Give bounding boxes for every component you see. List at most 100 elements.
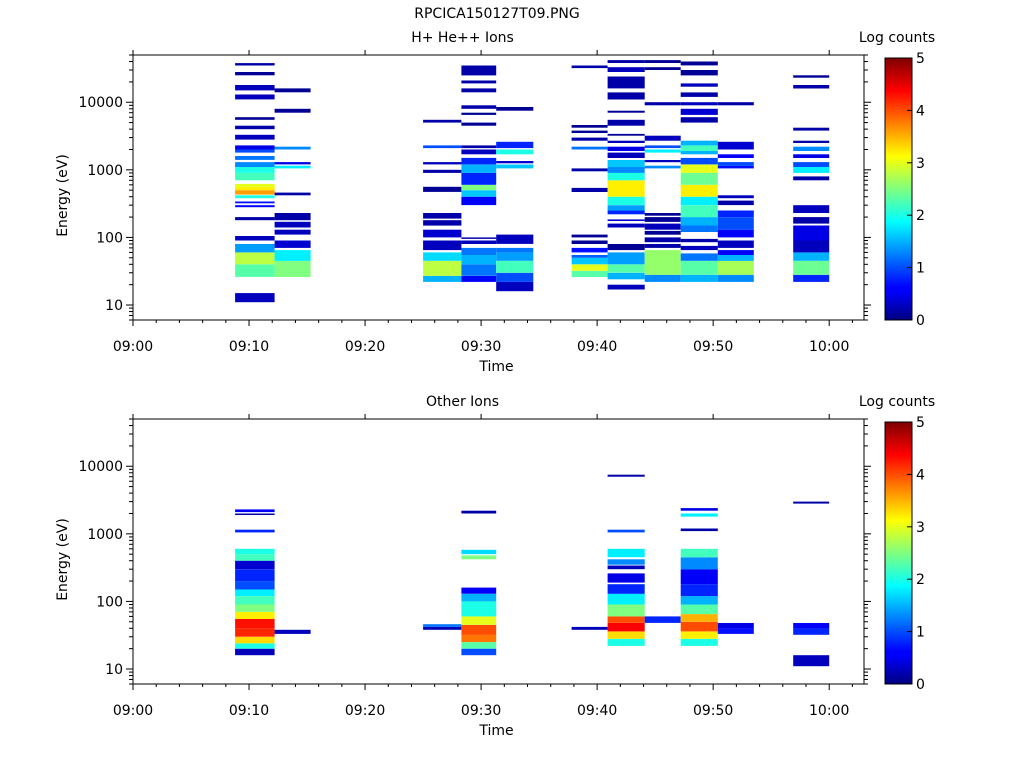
heatmap-cell [793,655,830,667]
heatmap-cell [461,145,497,149]
heatmap-cell [571,187,608,192]
heatmap-cell [717,141,754,150]
heatmap-cell [717,260,754,275]
heatmap-cell [607,205,645,211]
heatmap-cell [680,596,718,605]
heatmap-cell [461,648,497,656]
heatmap-cell [717,210,754,217]
heatmap-cell [496,247,534,253]
heatmap-cell [607,604,645,617]
heatmap-cell [793,146,830,151]
heatmap-cell [644,274,681,282]
heatmap-cell [423,145,462,149]
heatmap-cell [461,593,497,602]
heatmap-cell [274,221,311,228]
heatmap-cell [793,85,830,89]
heatmap-cell [607,252,645,265]
heatmap-cell [274,240,311,248]
heatmap-cell [717,623,754,629]
heatmap-cell [793,154,830,158]
figure-title: RPCICA150127T09.PNG [414,6,579,22]
y-tick-label: 10000 [78,459,123,475]
heatmap-cell [571,65,608,69]
heatmap-cell [571,264,608,271]
x-tick-label: 09:30 [461,339,501,355]
heatmap-cell [680,584,718,597]
heatmap-cell [235,581,275,590]
heatmap-cell [274,250,311,261]
heatmap-cell [235,252,275,265]
heatmap-cell [644,230,681,235]
plot-frame [132,54,865,321]
heatmap-cell [423,626,462,630]
heatmap-cell [496,260,534,273]
heatmap-cell [461,555,497,560]
heatmap-cell [607,631,645,639]
heatmap-cell [607,623,645,632]
heatmap-cell [235,72,275,76]
heatmap-cell [607,219,645,221]
heatmap-cell [235,554,275,561]
heatmap-cell [793,501,830,504]
heatmap-cell [680,83,718,87]
heatmap-cell [717,255,754,261]
y-tick-label: 10000 [78,95,123,111]
heatmap-cell [680,151,718,155]
heatmap-cell [235,117,275,120]
heatmap-cell [423,169,462,173]
heatmap-cell [717,102,754,106]
heatmap-cell [274,146,311,150]
heatmap-cell [461,549,497,555]
heatmap-cell [607,60,645,63]
heatmap-cell [423,624,462,627]
y-tick-label: 1000 [87,527,123,543]
heatmap-cell [793,274,830,282]
heatmap-cell [680,631,718,639]
heatmap-cell [461,157,497,165]
heatmap-cell [680,604,718,615]
colorbar-tick-label: 2 [916,572,925,588]
y-axis-label: Energy (eV) [55,518,71,601]
heatmap-cell [423,162,462,165]
heatmap-cell [461,601,497,617]
colorbar-tick-label: 1 [916,261,925,277]
heatmap-cell [717,240,754,248]
heatmap-cell [680,274,718,282]
heatmap-cell [235,217,275,221]
heatmap-cell [644,60,681,63]
heatmap-cell [423,275,462,282]
heatmap-cell [680,102,718,106]
heatmap-cell [461,122,497,126]
heatmap-cell [235,244,275,253]
heatmap-cell [461,247,497,255]
heatmap-cell [607,223,645,228]
y-tick-label: 10 [105,298,123,314]
heatmap-cell [793,127,830,131]
heatmap-cell [607,573,645,583]
colorbar-tick-label: 5 [916,51,925,67]
heatmap-cell [496,107,534,111]
heatmap-cell [235,134,275,140]
heatmap-cell [644,237,681,243]
heatmap-cell [235,604,275,612]
heatmap-cell [235,63,275,66]
colorbar-tick-label: 4 [916,103,925,119]
heatmap-cell [607,565,645,570]
heatmap-cell [274,108,311,113]
heatmap-cell [607,133,645,136]
colorbar-tick-label: 4 [916,467,925,483]
heatmap-cell [235,628,275,637]
heatmap-cell [607,180,645,197]
heatmap-cell [461,624,497,635]
heatmap-cell [496,164,534,169]
heatmap-cell [680,70,718,76]
heatmap-cell [235,201,275,204]
spectrogram-panel: Other Ions 09:00 09:10 09:20 09:30 09:40 09:50… [55,394,935,739]
x-tick-label: 09:20 [345,339,385,355]
heatmap-cell [235,643,275,649]
heatmap-cell [461,587,497,594]
heatmap-cell [235,145,275,150]
heatmap-cell [235,611,275,619]
colorbar [884,57,913,321]
heatmap-cell [423,240,462,251]
